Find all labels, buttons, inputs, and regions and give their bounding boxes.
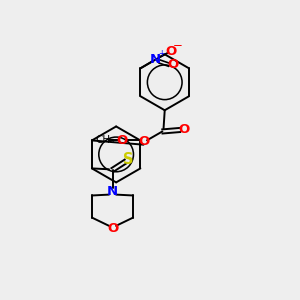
Text: N: N [150, 53, 161, 66]
Text: O: O [178, 124, 189, 136]
Text: N: N [107, 184, 118, 198]
Text: +: + [158, 50, 165, 58]
Text: S: S [124, 152, 134, 167]
Text: −: − [173, 39, 182, 52]
Text: O: O [107, 222, 118, 235]
Text: O: O [167, 58, 178, 71]
Text: O: O [166, 45, 177, 58]
Text: O: O [116, 134, 128, 147]
Text: O: O [139, 135, 150, 148]
Text: CH₃: CH₃ [95, 135, 115, 146]
